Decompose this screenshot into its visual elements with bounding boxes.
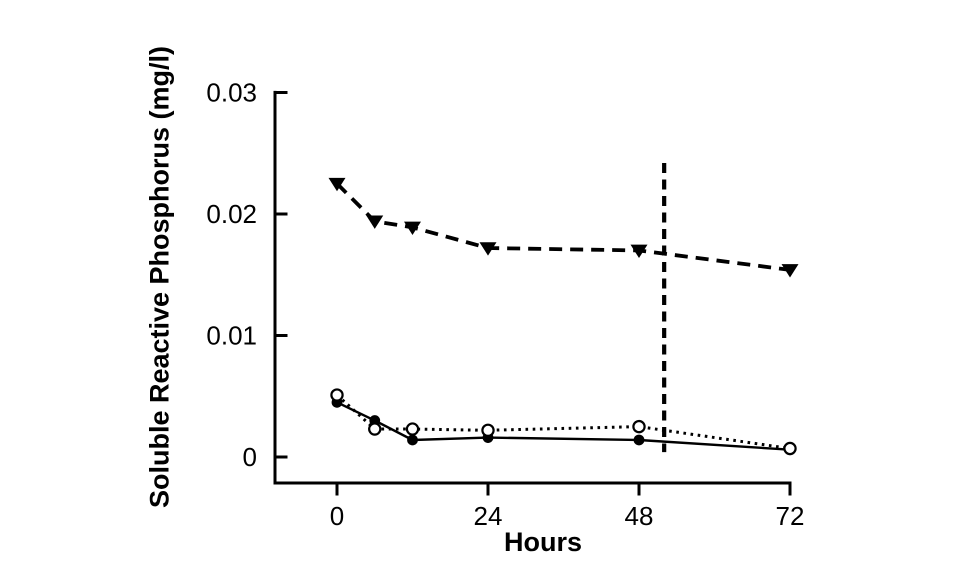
triangle-down-marker (366, 215, 384, 229)
open-circle-marker (632, 419, 646, 434)
y-axis-title: Soluble Reactive Phosphorus (mg/l) (144, 45, 175, 509)
triangle-down-marker (404, 221, 421, 235)
open-circle-dotted-series (330, 388, 797, 456)
open-circle-marker (783, 441, 797, 456)
filled-circle-solid-series-line (336, 401, 791, 451)
open-circle-marker (405, 422, 420, 436)
triangle-down-marker (328, 177, 346, 192)
open-circle-dotted-series-line (335, 393, 791, 450)
x-tick-label: 24 (474, 501, 503, 531)
filled-circle-solid-series (331, 396, 796, 456)
y-tick-label: 0.03 (206, 78, 257, 108)
x-tick-label: 72 (776, 501, 805, 531)
open-circle-marker (368, 422, 382, 436)
x-axis-title: Hours (503, 527, 583, 557)
y-tick-label: 0.02 (206, 199, 257, 229)
x-tick-label: 0 (330, 501, 344, 531)
filled-triangle-dashed-series-line (335, 182, 791, 272)
filled-triangle-dashed-series (328, 177, 799, 278)
y-tick-label: 0 (243, 442, 257, 472)
open-circle-marker (330, 388, 344, 402)
x-tick-label: 48 (625, 501, 654, 531)
y-tick-label: 0.01 (206, 321, 257, 351)
axes: 0 0.01 0.02 0.03 0 24 48 72 (206, 78, 804, 532)
triangle-down-marker (630, 244, 648, 259)
filled-circle-marker (633, 434, 645, 446)
triangle-down-marker (781, 264, 799, 278)
open-circle-marker (481, 423, 495, 437)
filled-circle-marker (407, 434, 418, 446)
triangle-down-marker (479, 242, 497, 256)
